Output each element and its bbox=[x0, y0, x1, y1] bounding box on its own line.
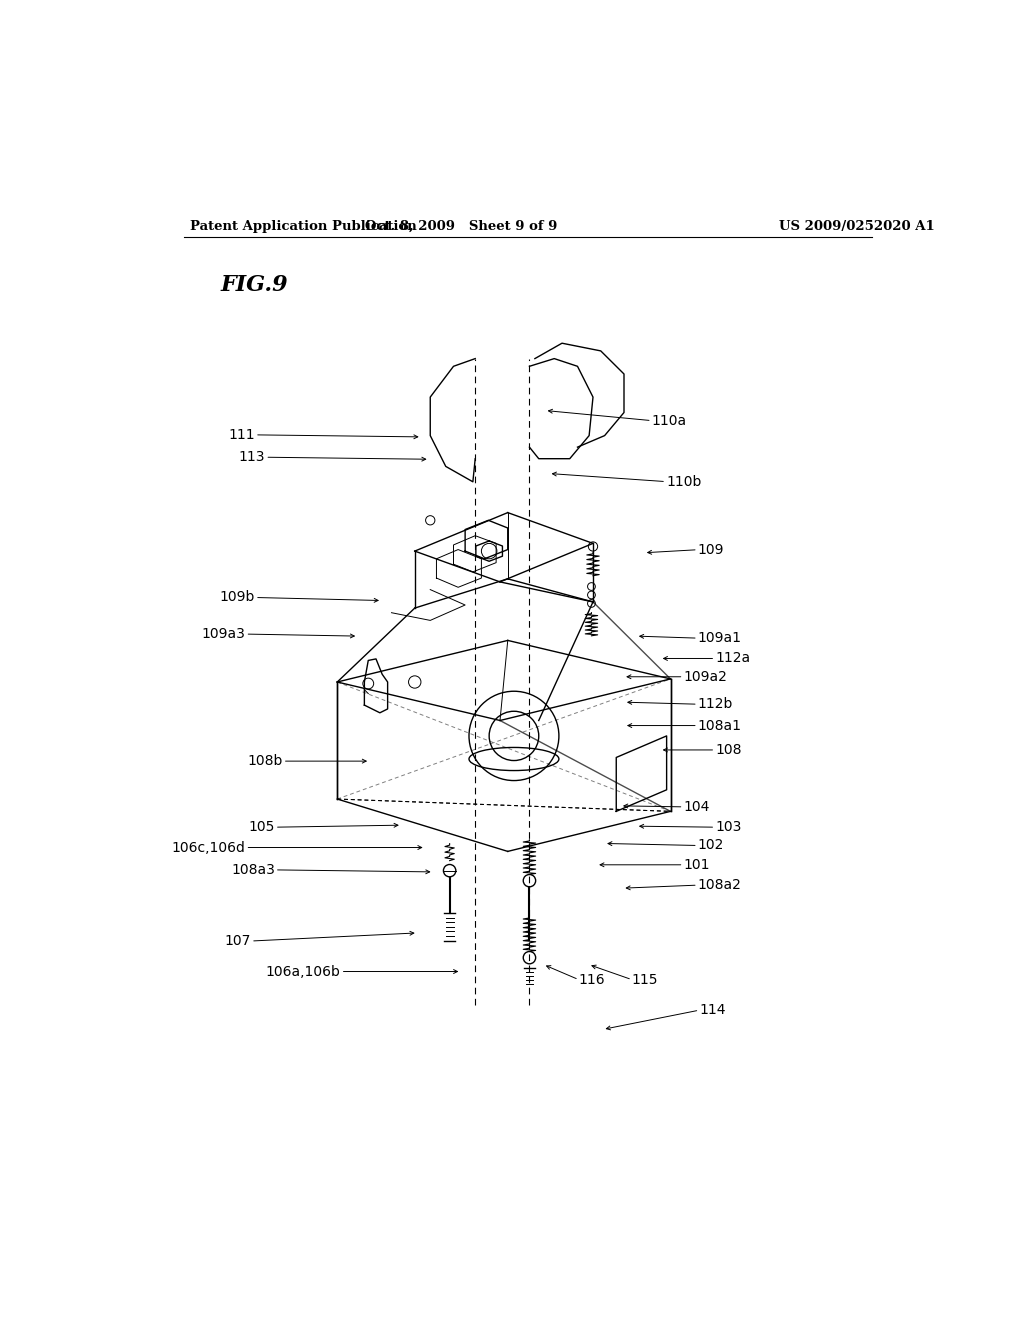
Text: 108b: 108b bbox=[248, 754, 283, 768]
Text: 110b: 110b bbox=[666, 475, 701, 488]
Text: 112a: 112a bbox=[715, 652, 751, 665]
Text: Oct. 8, 2009   Sheet 9 of 9: Oct. 8, 2009 Sheet 9 of 9 bbox=[366, 219, 557, 232]
Text: 110a: 110a bbox=[652, 413, 687, 428]
Text: 109a3: 109a3 bbox=[202, 627, 246, 642]
Text: FIG.9: FIG.9 bbox=[221, 275, 289, 297]
Text: 106c,106d: 106c,106d bbox=[172, 841, 246, 854]
Text: 109a2: 109a2 bbox=[684, 669, 727, 684]
Text: 106a,106b: 106a,106b bbox=[266, 965, 341, 978]
Text: 109a1: 109a1 bbox=[697, 631, 741, 645]
Text: 108a2: 108a2 bbox=[697, 878, 741, 892]
Text: 102: 102 bbox=[697, 838, 724, 853]
Text: 105: 105 bbox=[249, 820, 274, 834]
Text: 115: 115 bbox=[632, 973, 658, 986]
Text: 111: 111 bbox=[228, 428, 255, 442]
Text: Patent Application Publication: Patent Application Publication bbox=[190, 219, 417, 232]
Text: 109: 109 bbox=[697, 543, 724, 557]
Text: 107: 107 bbox=[224, 935, 251, 948]
Text: 114: 114 bbox=[699, 1003, 726, 1018]
Text: 116: 116 bbox=[579, 973, 605, 986]
Text: US 2009/0252020 A1: US 2009/0252020 A1 bbox=[779, 219, 935, 232]
Text: 109b: 109b bbox=[219, 590, 255, 605]
Text: 108a1: 108a1 bbox=[697, 718, 741, 733]
Text: 103: 103 bbox=[715, 820, 741, 834]
Text: 101: 101 bbox=[684, 858, 710, 871]
Text: 108: 108 bbox=[715, 743, 741, 756]
Text: 113: 113 bbox=[239, 450, 265, 465]
Text: 104: 104 bbox=[684, 800, 710, 814]
Text: 112b: 112b bbox=[697, 697, 733, 711]
Text: 108a3: 108a3 bbox=[231, 863, 274, 876]
